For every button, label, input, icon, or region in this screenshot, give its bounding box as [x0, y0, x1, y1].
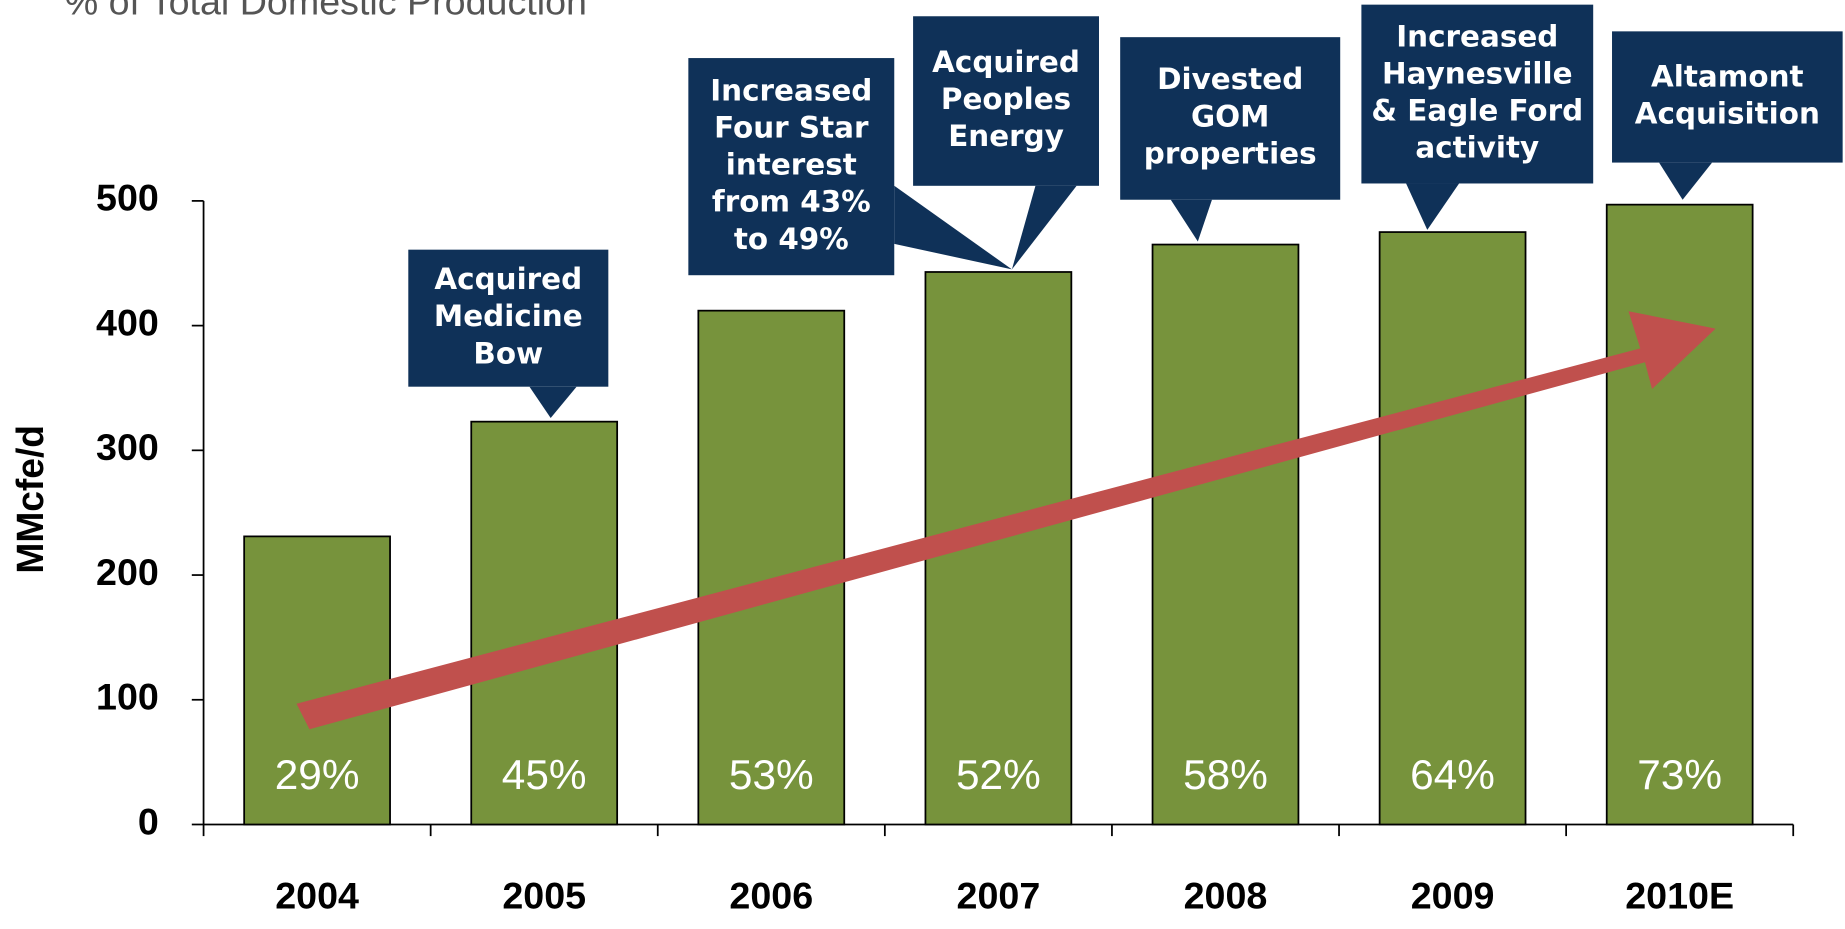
trend-arrow: [296, 311, 1716, 730]
callout-box: [1612, 31, 1843, 163]
callout-text: Increased Four Star interest from 43% to 49%: [710, 73, 872, 255]
share-label: 64%: [1410, 751, 1495, 798]
callout-text: Increased Haynesville & Eagle Ford activity: [1371, 19, 1583, 164]
callout-text: Divested GOM properties: [1144, 62, 1317, 170]
callout-line: Haynesville: [1382, 57, 1572, 91]
callout-line: Peoples: [941, 82, 1071, 116]
callout-pointer: [529, 386, 577, 419]
y-tick-label: 0: [138, 801, 159, 843]
callout-line: Divested: [1157, 62, 1303, 96]
callout-line: activity: [1415, 131, 1539, 165]
share-label: 73%: [1637, 751, 1722, 798]
y-axis-label: MMcfe/d: [9, 425, 51, 574]
y-tick-label: 400: [96, 302, 159, 344]
x-tick-label: 2009: [1411, 875, 1495, 917]
callout-line: Increased: [710, 73, 872, 107]
share-label: 58%: [1183, 751, 1268, 798]
share-label: 52%: [956, 751, 1041, 798]
callout-line: Acquired: [932, 45, 1080, 79]
callout-line: Bow: [473, 336, 543, 370]
y-tick-label: 300: [96, 426, 159, 468]
bar: [243, 535, 391, 826]
callout-line: to 49%: [734, 222, 849, 256]
callout-box: [1120, 37, 1341, 200]
callout-box: [913, 16, 1099, 186]
x-tick-label: 2004: [275, 875, 359, 917]
callout-box: [408, 249, 609, 387]
chart-title: % of Total Domestic Production: [65, 0, 587, 22]
bar: [1605, 203, 1754, 826]
callout-line: from 43%: [712, 185, 871, 219]
callout-line: Increased: [1396, 19, 1558, 53]
callout-text: Acquired Medicine Bow: [434, 262, 583, 370]
x-tick-label: 2006: [729, 875, 813, 917]
callout-text: Acquired Peoples Energy: [932, 45, 1080, 153]
bar: [1151, 243, 1300, 826]
x-tick-label: 2008: [1184, 875, 1268, 917]
callout-line: interest: [726, 148, 857, 182]
callout-box: [1361, 4, 1594, 184]
callout-line: GOM: [1191, 100, 1269, 134]
callout-line: Acquisition: [1635, 97, 1820, 131]
bar: [1378, 231, 1527, 826]
callout-line: Energy: [948, 119, 1064, 153]
callout-line: Four Star: [714, 111, 869, 145]
callout-box: [688, 58, 895, 276]
callout-pointer: [1170, 199, 1212, 242]
share-label: 53%: [729, 751, 814, 798]
callout-pointer: [1406, 183, 1460, 230]
x-tick-label: 2010E: [1625, 875, 1734, 917]
y-tick-label: 100: [96, 676, 159, 718]
y-tick-label: 500: [96, 177, 159, 219]
callout-pointer: [1011, 185, 1077, 270]
share-label: 45%: [502, 751, 587, 798]
share-label: 29%: [275, 751, 360, 798]
y-tick-label: 200: [96, 551, 159, 593]
callout-pointer: [1659, 162, 1713, 200]
x-tick-label: 2005: [502, 875, 586, 917]
callout-line: properties: [1144, 137, 1317, 171]
callout-line: & Eagle Ford: [1371, 94, 1583, 128]
overlay: 2004 29% 2005 45% 2006 53% 2007 52% 2008 58% 2009 6…: [275, 4, 1843, 917]
callout-text: Altamont Acquisition: [1635, 60, 1820, 131]
x-tick-label: 2007: [957, 875, 1041, 917]
bars: 0 100 200 300 400 500: [96, 177, 1795, 843]
callout-line: Medicine: [434, 299, 583, 333]
bar: [470, 420, 619, 826]
callout-line: Acquired: [434, 262, 582, 296]
callout-pointer: [894, 185, 1012, 270]
callout-line: Altamont: [1651, 60, 1804, 94]
